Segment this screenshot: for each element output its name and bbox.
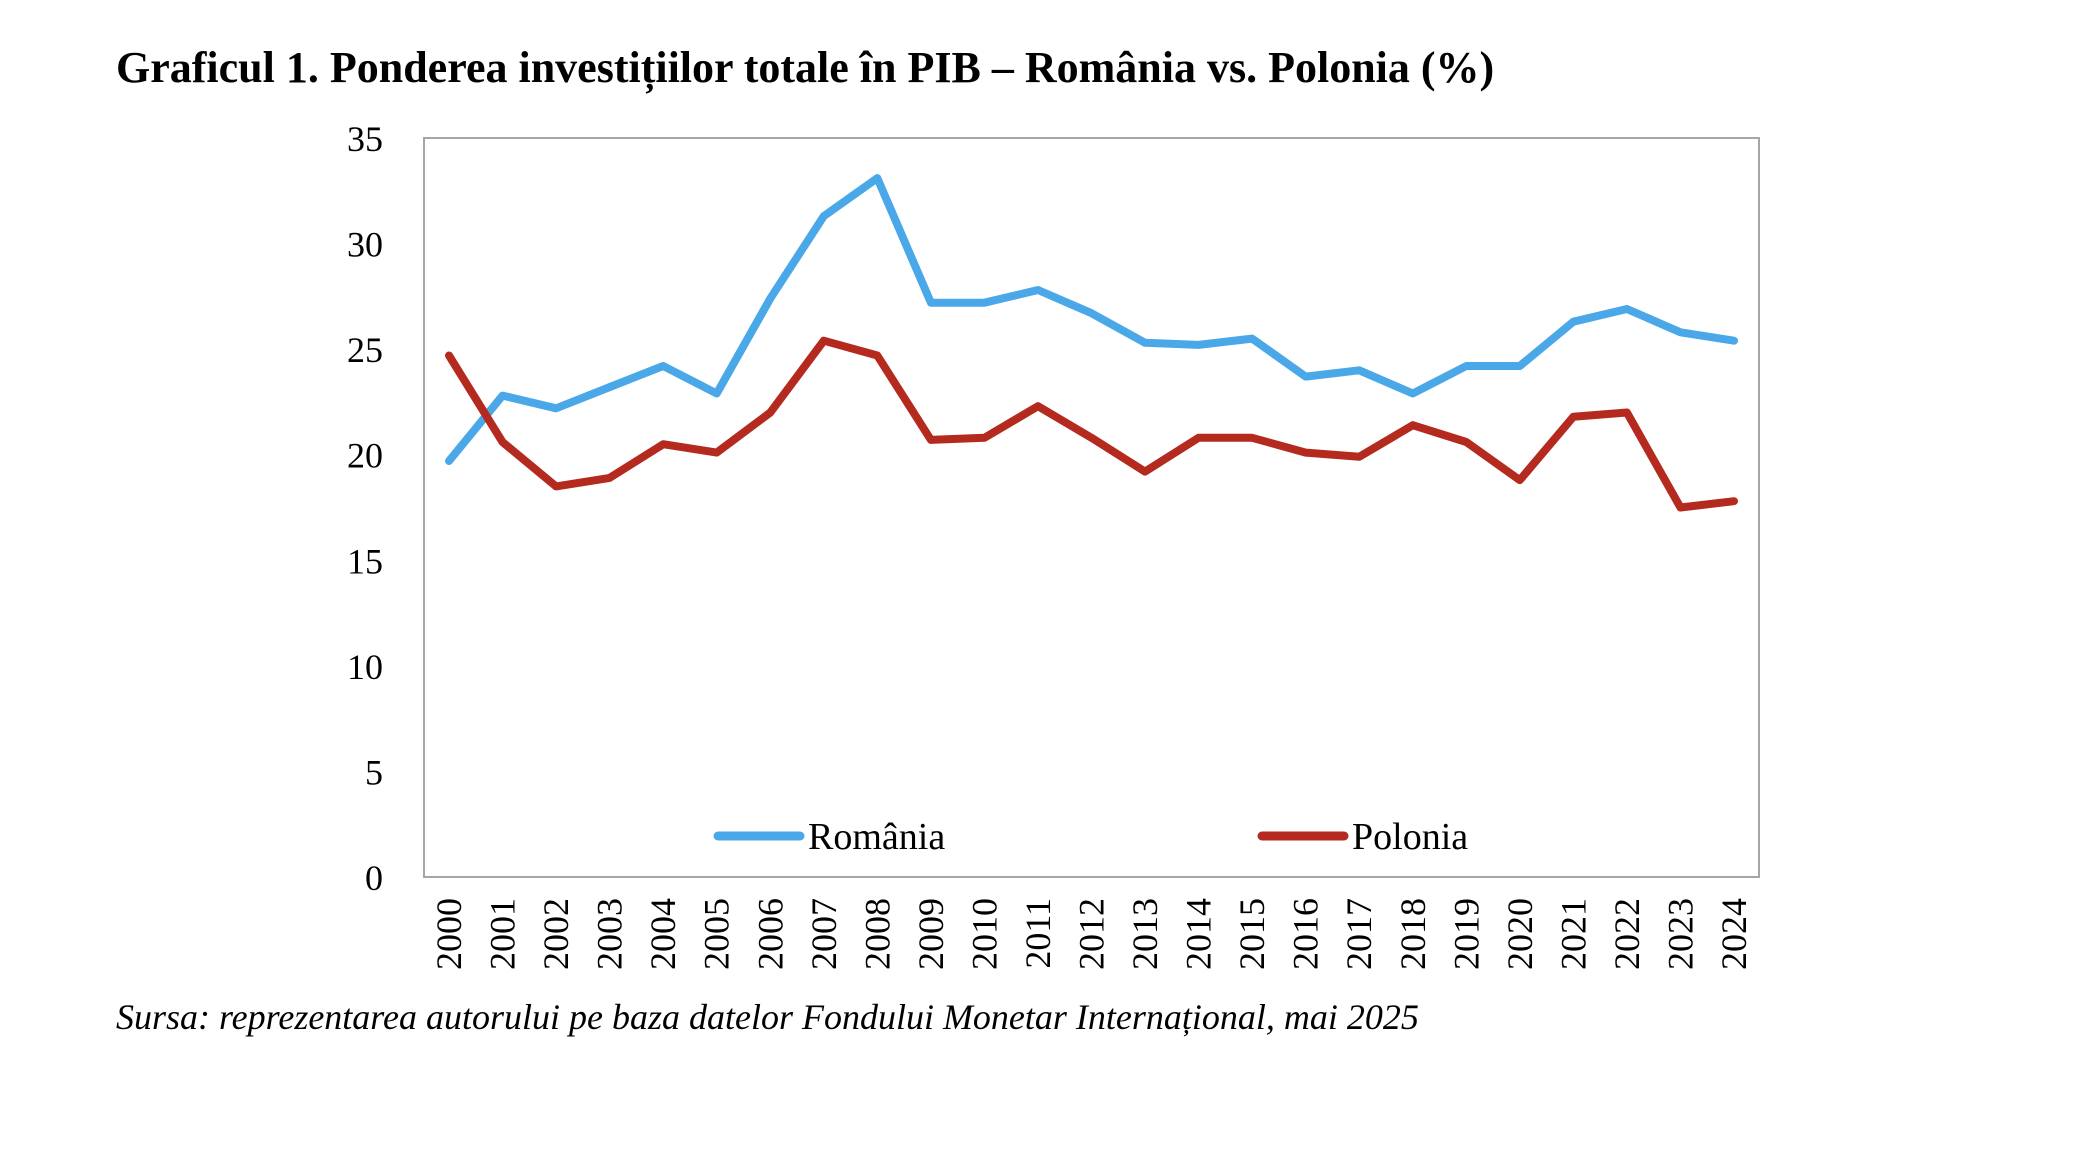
x-tick-label: 2018: [1393, 898, 1433, 970]
y-tick-label: 30: [347, 225, 383, 265]
x-tick-label: 2004: [643, 898, 683, 970]
x-tick-label: 2020: [1500, 898, 1540, 970]
y-tick-label: 25: [347, 330, 383, 370]
x-tick-label: 2012: [1072, 898, 1112, 970]
legend-label: Polonia: [1352, 816, 1468, 858]
chart-title: Graficul 1. Ponderea investițiilor total…: [116, 43, 1495, 92]
x-tick-label: 2024: [1714, 898, 1754, 970]
x-tick-label: 2007: [804, 898, 844, 970]
source-note: Sursa: reprezentarea autorului pe baza d…: [116, 997, 1419, 1037]
y-tick-label: 10: [347, 647, 383, 687]
x-tick-label: 2023: [1660, 898, 1700, 970]
x-tick-label: 2008: [857, 898, 897, 970]
y-tick-label: 35: [347, 119, 383, 159]
y-tick-label: 20: [347, 436, 383, 476]
plot-frame: [423, 137, 1760, 878]
x-tick-label: 2005: [697, 898, 737, 970]
y-axis-ticks: 0 5 10 15 20 25 30 35: [347, 119, 383, 898]
y-tick-label: 0: [365, 858, 383, 898]
x-tick-label: 2001: [483, 898, 523, 970]
series-lines: [445, 174, 1738, 512]
legend-label: România: [808, 816, 945, 858]
legend[interactable]: România Polonia: [713, 816, 1468, 858]
legend-item-romania[interactable]: România: [713, 816, 945, 858]
series-line-romania: [445, 174, 1738, 465]
x-tick-label: 2011: [1018, 898, 1058, 969]
x-tick-label: 2006: [750, 898, 790, 970]
legend-item-polonia[interactable]: Polonia: [1257, 816, 1468, 858]
x-tick-label: 2010: [964, 898, 1004, 970]
x-tick-label: 2021: [1553, 898, 1593, 970]
x-tick-label: 2013: [1125, 898, 1165, 970]
x-tick-label: 2015: [1232, 898, 1272, 970]
x-tick-label: 2019: [1446, 898, 1486, 970]
x-tick-label: 2009: [911, 898, 951, 970]
x-tick-label: 2003: [590, 898, 630, 970]
x-axis-ticks: 2000 2001 2002 2003 2004 2005 2006 2007 2008 2009…: [429, 898, 1754, 970]
y-tick-label: 5: [365, 752, 383, 792]
x-tick-label: 2017: [1339, 898, 1379, 970]
plot-area: [423, 137, 1760, 878]
y-tick-label: 15: [347, 541, 383, 581]
x-tick-label: 2014: [1179, 898, 1219, 970]
series-line-polonia: [445, 336, 1738, 512]
x-tick-label: 2022: [1607, 898, 1647, 970]
x-tick-label: 2000: [429, 898, 469, 970]
x-tick-label: 2016: [1286, 898, 1326, 970]
x-tick-label: 2002: [536, 898, 576, 970]
